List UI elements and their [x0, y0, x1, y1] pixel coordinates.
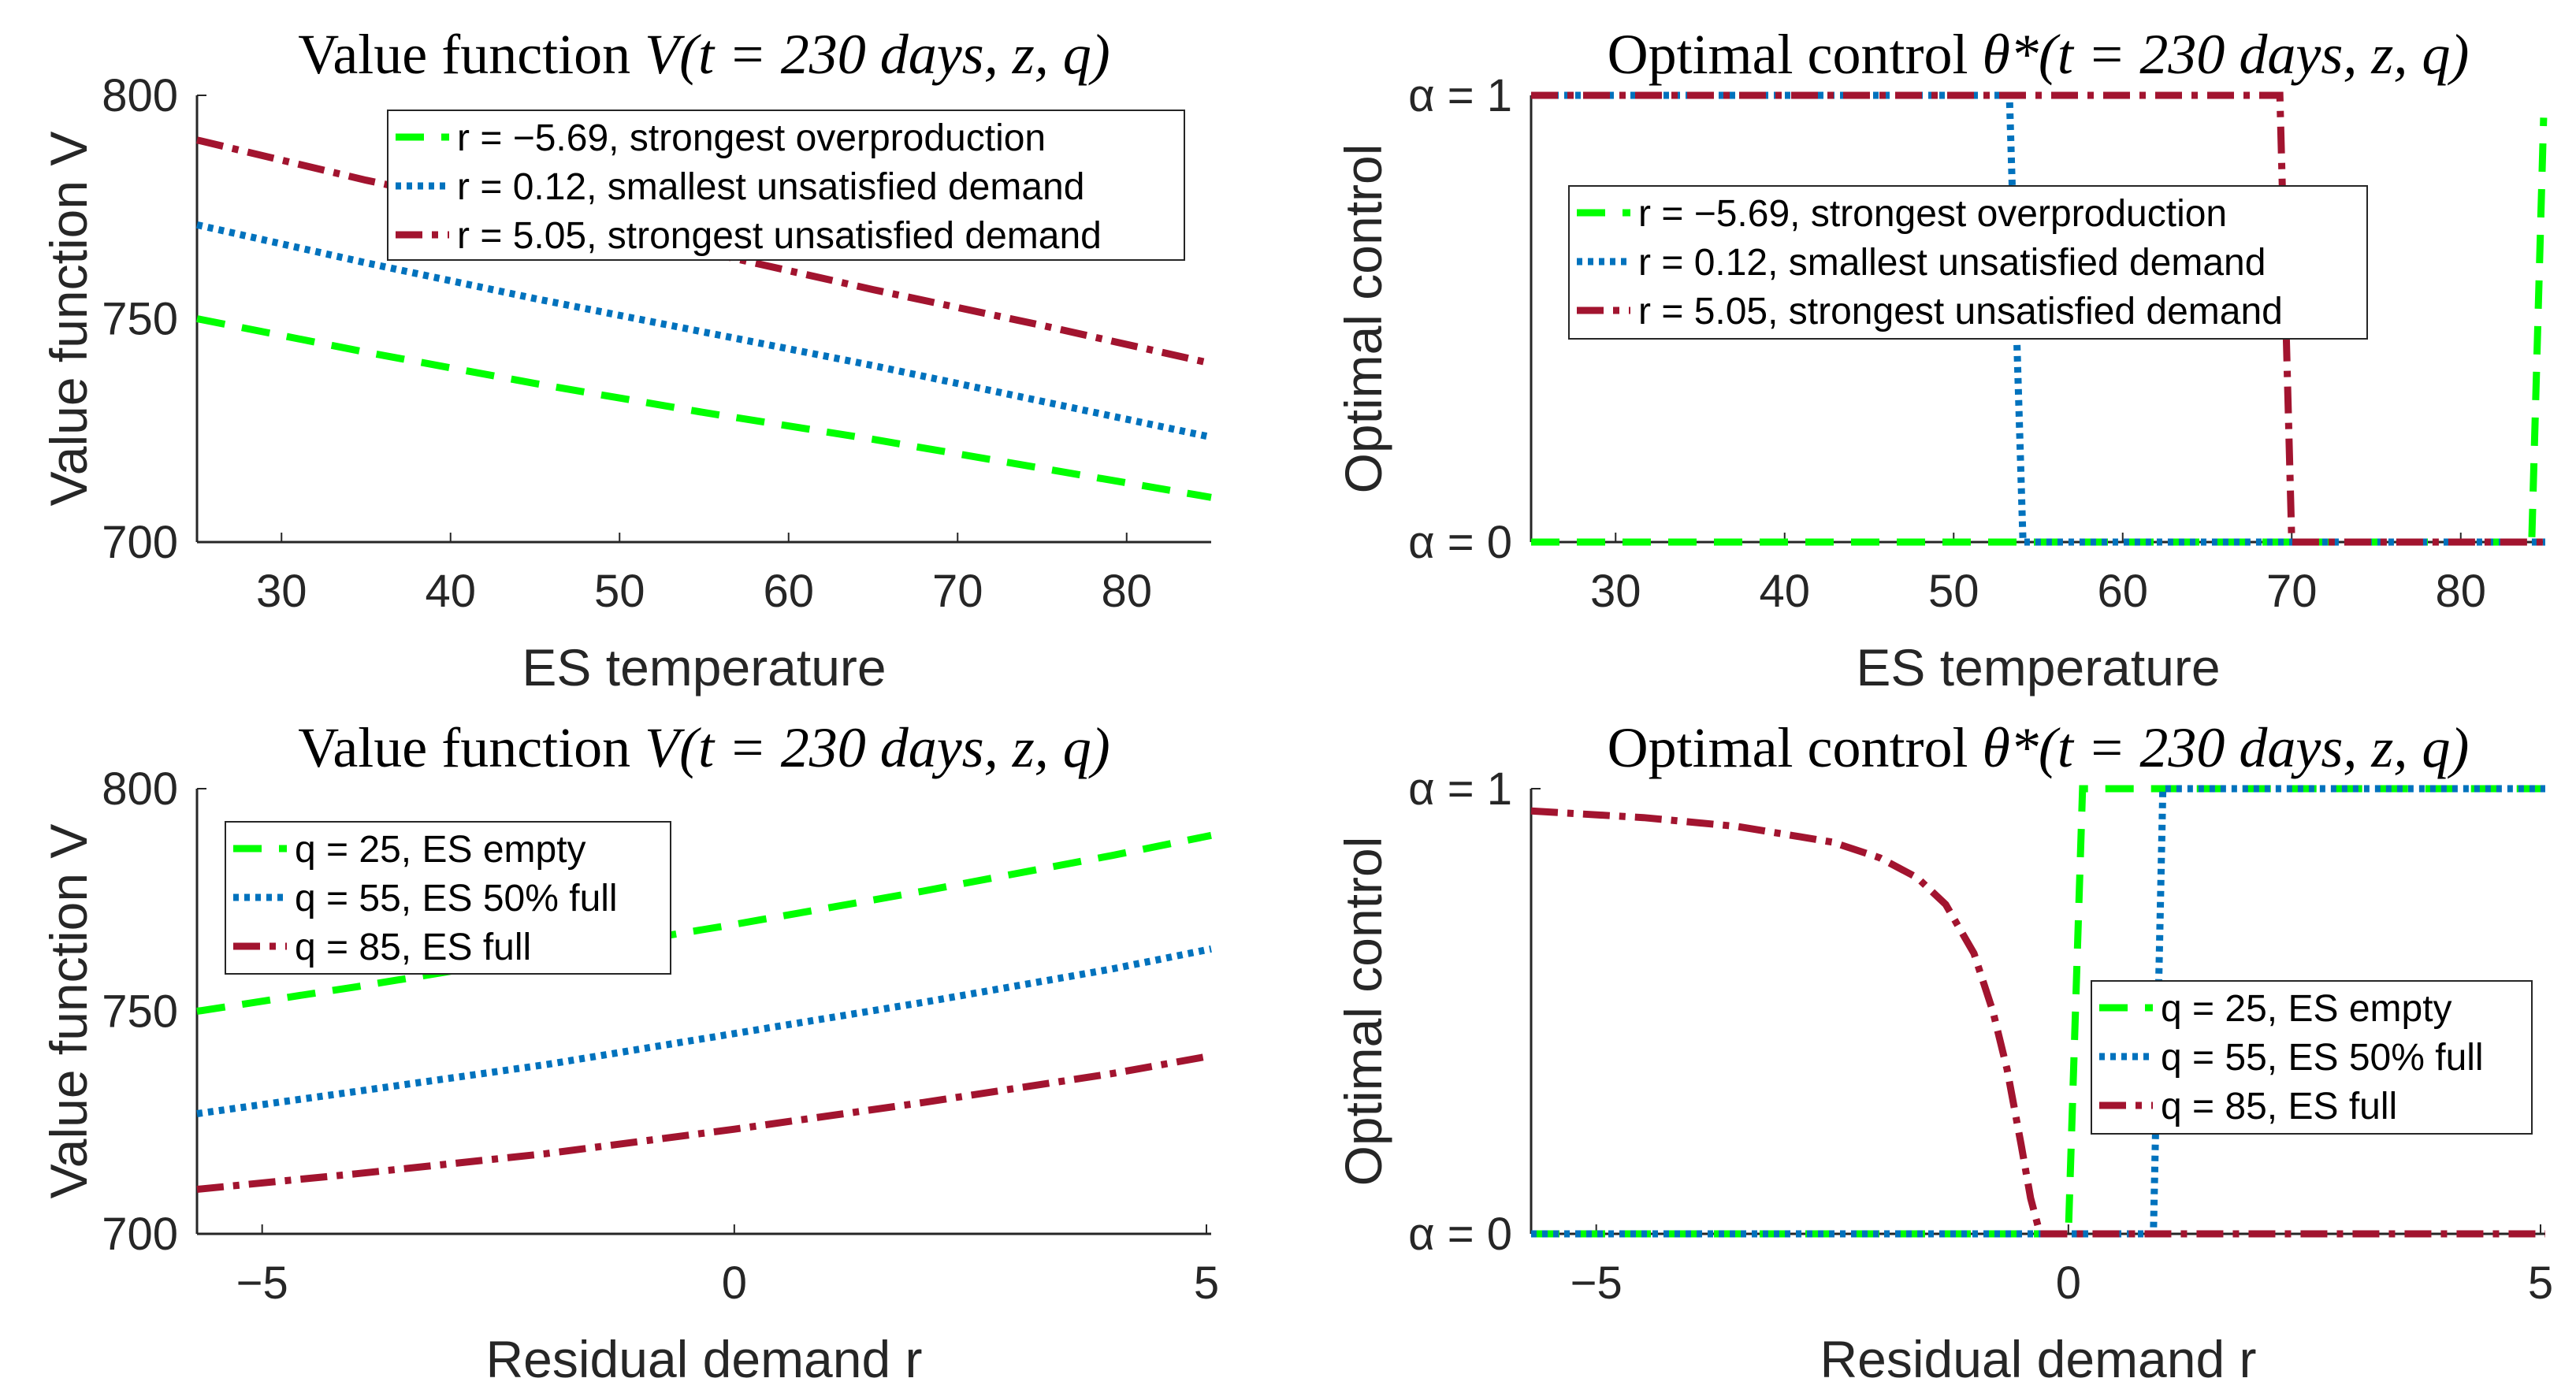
chart-title: Value function V(t = 230 days, z, q): [298, 23, 1110, 86]
y-tick-label: α = 0: [1408, 1209, 1512, 1260]
optimal-control-vs-temperature: 30 40 50 60 70 80 α = 0 α = 1 ES temperature Opti…: [1334, 23, 2548, 696]
chart-title-text: Optimal control: [1608, 23, 1983, 86]
chart-title: Value function V(t = 230 days, z, q): [298, 716, 1110, 779]
series-line-green: [196, 831, 1212, 1015]
legend-box: [387, 110, 1185, 261]
legend-entry: r = 5.05, strongest unsatisfied demand: [457, 215, 1102, 257]
x-axis-label: Residual demand r: [486, 1330, 923, 1388]
x-tick-label: 50: [1928, 566, 1979, 617]
x-axis-label: ES temperature: [522, 638, 886, 696]
series-line-green: [196, 315, 1212, 501]
legend: r = −5.69, strongest overproduction r = 0…: [1568, 185, 2368, 340]
x-tick-label: 60: [763, 566, 814, 617]
x-tick-label: 70: [2266, 566, 2318, 617]
y-tick-label: 800: [102, 763, 178, 815]
chart-title-math: V(t = 230 days, z, q): [645, 716, 1110, 779]
x-tick-label: 40: [425, 566, 476, 617]
legend-entry: r = 5.05, strongest unsatisfied demand: [1638, 291, 2283, 332]
chart-title: Optimal control θ*(t = 230 days, z, q): [1608, 716, 2470, 779]
x-tick-label: 70: [932, 566, 983, 617]
legend: r = −5.69, strongest overproduction r = 0…: [387, 110, 1185, 261]
legend-entry: q = 25, ES empty: [295, 829, 586, 871]
legend-entry: r = −5.69, strongest overproduction: [1638, 193, 2227, 235]
legend-entry: q = 55, ES 50% full: [2161, 1037, 2484, 1079]
y-tick-label: 750: [102, 294, 178, 345]
value-function-vs-demand: −5 0 5 700 750 800 Residual demand r Value func…: [39, 716, 1219, 1388]
series-line-blue: [196, 945, 1212, 1117]
chart-title-math: θ*(t = 230 days, z, q): [1983, 23, 2470, 86]
x-tick-label: 60: [2097, 566, 2148, 617]
x-tick-label: 0: [722, 1257, 747, 1309]
legend-entry: r = 0.12, smallest unsatisfied demand: [457, 166, 1084, 208]
chart-title-math: V(t = 230 days, z, q): [645, 23, 1110, 86]
y-axis-label: Optimal control: [1334, 144, 1392, 494]
x-axis-label: ES temperature: [1856, 638, 2220, 696]
x-tick-label: 80: [2435, 566, 2486, 617]
x-tick-label: 30: [256, 566, 307, 617]
x-tick-label: −5: [1571, 1257, 1623, 1309]
series-line-red: [1530, 807, 2545, 1238]
legend-entry: r = −5.69, strongest overproduction: [457, 117, 1046, 159]
x-tick-label: 5: [1194, 1257, 1219, 1309]
x-tick-label: 80: [1101, 566, 1152, 617]
legend: q = 25, ES empty q = 55, ES 50% full q = 8…: [2091, 980, 2533, 1135]
series-line-red: [196, 1052, 1212, 1193]
legend-box: [225, 821, 671, 975]
legend-entry: r = 0.12, smallest unsatisfied demand: [1638, 242, 2266, 284]
y-tick-label: 700: [102, 517, 178, 568]
y-axis-label: Value function V: [39, 132, 98, 507]
y-tick-label: 800: [102, 70, 178, 121]
y-axis-label: Optimal control: [1334, 837, 1392, 1187]
y-tick-label: 750: [102, 986, 178, 1038]
legend-entry: q = 85, ES full: [2161, 1086, 2397, 1127]
series-line-green: [1531, 117, 2548, 546]
series-line-blue: [196, 221, 1212, 441]
legend-entry: q = 85, ES full: [295, 927, 531, 968]
chart-title-text: Value function: [298, 716, 645, 779]
chart-title: Optimal control θ*(t = 230 days, z, q): [1608, 23, 2470, 86]
y-tick-label: α = 1: [1408, 763, 1512, 815]
legend-box: [1568, 185, 2368, 340]
x-axis-label: Residual demand r: [1820, 1330, 2257, 1388]
series-line-blue: [1531, 785, 2545, 1238]
optimal-control-vs-demand: −5 0 5 α = 0 α = 1 Residual demand r Optimal c…: [1334, 716, 2553, 1388]
legend: q = 25, ES empty q = 55, ES 50% full q = 8…: [225, 821, 671, 975]
chart-title-math: θ*(t = 230 days, z, q): [1983, 716, 2470, 779]
x-tick-label: 5: [2528, 1257, 2553, 1309]
series-line-red: [1531, 91, 2545, 546]
x-tick-label: 40: [1759, 566, 1810, 617]
legend-box: [2091, 980, 2533, 1135]
legend-entry: q = 55, ES 50% full: [295, 878, 618, 919]
chart-title-text: Value function: [298, 23, 645, 86]
y-axis-label: Value function V: [39, 824, 98, 1199]
series-line-red: [195, 136, 1212, 367]
legend-entry: q = 25, ES empty: [2161, 988, 2452, 1030]
x-tick-label: −5: [236, 1257, 288, 1309]
y-tick-label: 700: [102, 1209, 178, 1260]
value-function-vs-temperature: 30 40 50 60 70 80 700 750 800 ES temperature Value…: [39, 23, 1212, 696]
y-tick-label: α = 0: [1408, 517, 1512, 568]
x-tick-label: 50: [594, 566, 645, 617]
x-tick-label: 30: [1590, 566, 1641, 617]
x-tick-label: 0: [2056, 1257, 2081, 1309]
y-tick-label: α = 1: [1408, 70, 1512, 121]
chart-title-text: Optimal control: [1608, 716, 1983, 779]
